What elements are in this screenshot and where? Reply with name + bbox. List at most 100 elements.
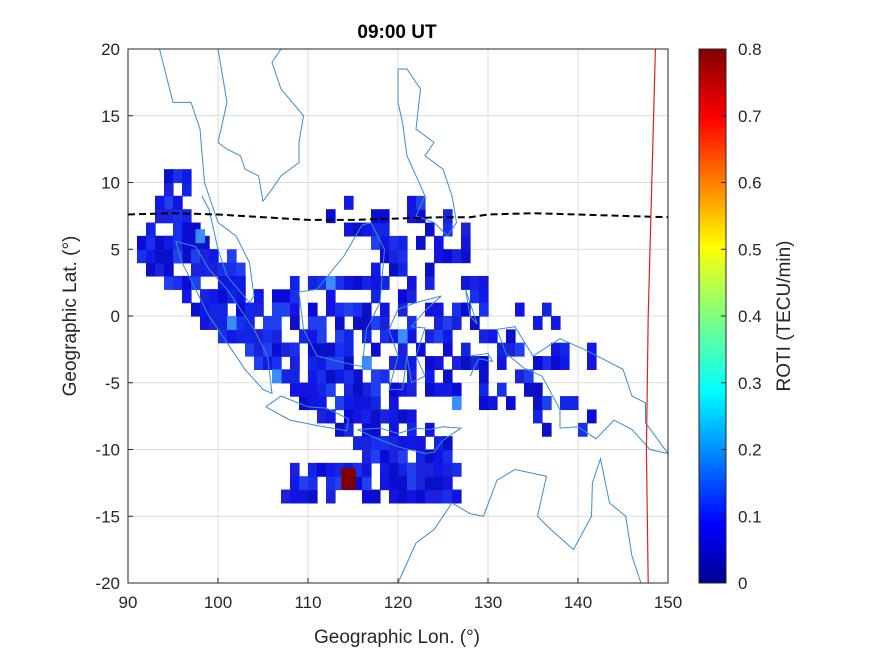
- roti-cell: [308, 382, 318, 397]
- roti-cell: [290, 289, 300, 304]
- roti-cell: [407, 316, 417, 330]
- roti-cell: [416, 489, 426, 504]
- x-axis-label: Geographic Lon. (°): [314, 627, 480, 648]
- roti-cell: [218, 316, 228, 330]
- roti-cell: [290, 476, 300, 491]
- roti-cell: [218, 289, 228, 304]
- roti-cell: [479, 302, 489, 317]
- y-axis-ticks: 20 15 10 5 0 -5 -10 -15 -20: [95, 40, 133, 593]
- roti-cell: [299, 329, 309, 344]
- roti-cell: [407, 195, 417, 210]
- roti-cell: [209, 302, 219, 317]
- roti-cell: [443, 209, 453, 224]
- roti-cell: [254, 302, 264, 317]
- roti-cell: [380, 436, 390, 451]
- colorbar-tick-label: 0: [738, 574, 747, 593]
- roti-cell: [479, 396, 489, 411]
- roti-cell: [335, 356, 345, 370]
- x-tick-label: 150: [654, 593, 682, 612]
- roti-cell: [416, 449, 426, 464]
- roti-cell: [290, 316, 300, 330]
- roti-cell: [200, 262, 210, 277]
- roti-cell: [398, 489, 408, 504]
- roti-cell: [398, 409, 408, 424]
- roti-cell: [272, 369, 282, 384]
- roti-cell: [380, 222, 390, 237]
- roti-cell: [389, 449, 399, 464]
- roti-cell: [398, 289, 408, 304]
- roti-cell: [416, 342, 426, 357]
- roti-cell: [164, 249, 174, 264]
- roti-cell: [299, 382, 309, 397]
- roti-cell: [236, 316, 246, 330]
- roti-cell: [317, 382, 327, 397]
- roti-cell: [326, 369, 336, 384]
- roti-cell: [425, 302, 435, 317]
- roti-cell: [560, 356, 570, 370]
- roti-cell: [290, 489, 300, 504]
- roti-cell: [425, 262, 435, 277]
- roti-cell: [371, 369, 381, 384]
- y-tick-label: -5: [105, 374, 120, 393]
- roti-cell: [542, 422, 552, 437]
- roti-cell: [326, 302, 336, 317]
- roti-cell: [371, 436, 381, 451]
- roti-cell: [407, 436, 417, 451]
- colorbar-tick-label: 0.1: [738, 507, 762, 526]
- roti-cell: [362, 316, 372, 330]
- roti-cell: [398, 449, 408, 464]
- roti-cell: [443, 369, 453, 384]
- roti-cell: [362, 329, 372, 344]
- roti-cell: [353, 382, 363, 397]
- roti-cell: [533, 396, 543, 411]
- roti-cell: [308, 342, 318, 357]
- terminator-line: [645, 49, 656, 583]
- roti-cell: [470, 289, 480, 304]
- roti-cell: [479, 356, 489, 370]
- roti-cell: [362, 422, 372, 437]
- roti-cell: [443, 462, 453, 477]
- roti-cell: [461, 235, 471, 250]
- roti-cell: [281, 342, 291, 357]
- roti-cell: [443, 329, 453, 344]
- roti-cell: [434, 329, 444, 344]
- roti-cell: [434, 249, 444, 264]
- roti-cell: [353, 462, 363, 477]
- roti-cell: [227, 329, 237, 344]
- y-tick-label: 20: [101, 40, 120, 59]
- roti-cell: [146, 249, 156, 264]
- roti-cell: [344, 369, 354, 384]
- roti-cell: [425, 382, 435, 397]
- roti-cell: [407, 369, 417, 384]
- roti-cell: [371, 489, 381, 504]
- x-axis-ticks: 90 100 110 120 130 140 150: [119, 578, 682, 612]
- roti-cell: [308, 396, 318, 411]
- chart-title: 09:00 UT: [357, 22, 437, 43]
- roti-cell: [344, 422, 354, 437]
- roti-cell: [308, 329, 318, 344]
- roti-cell: [308, 369, 318, 384]
- roti-cell: [452, 356, 462, 370]
- roti-cell: [335, 396, 345, 411]
- roti-cell: [362, 449, 372, 464]
- roti-cell: [146, 222, 156, 237]
- roti-cell: [380, 476, 390, 491]
- roti-cell: [371, 235, 381, 250]
- y-axis-label: Geographic Lat. (°): [60, 236, 81, 397]
- roti-cell: [416, 436, 426, 451]
- roti-cell: [380, 449, 390, 464]
- roti-cell: [326, 476, 336, 491]
- roti-cell: [317, 369, 327, 384]
- magnetic-equator-line: [128, 212, 668, 221]
- coast-lesser-sunda: [357, 426, 463, 455]
- roti-cell: [362, 409, 372, 424]
- roti-cell: [362, 476, 372, 491]
- roti-cell: [195, 229, 206, 244]
- roti-cell: [398, 462, 408, 477]
- colorbar-tick-label: 0.4: [738, 307, 762, 326]
- roti-cell: [281, 489, 291, 504]
- roti-cell: [389, 462, 399, 477]
- roti-cell: [371, 316, 381, 330]
- roti-cell: [164, 169, 174, 184]
- roti-cell: [479, 382, 489, 397]
